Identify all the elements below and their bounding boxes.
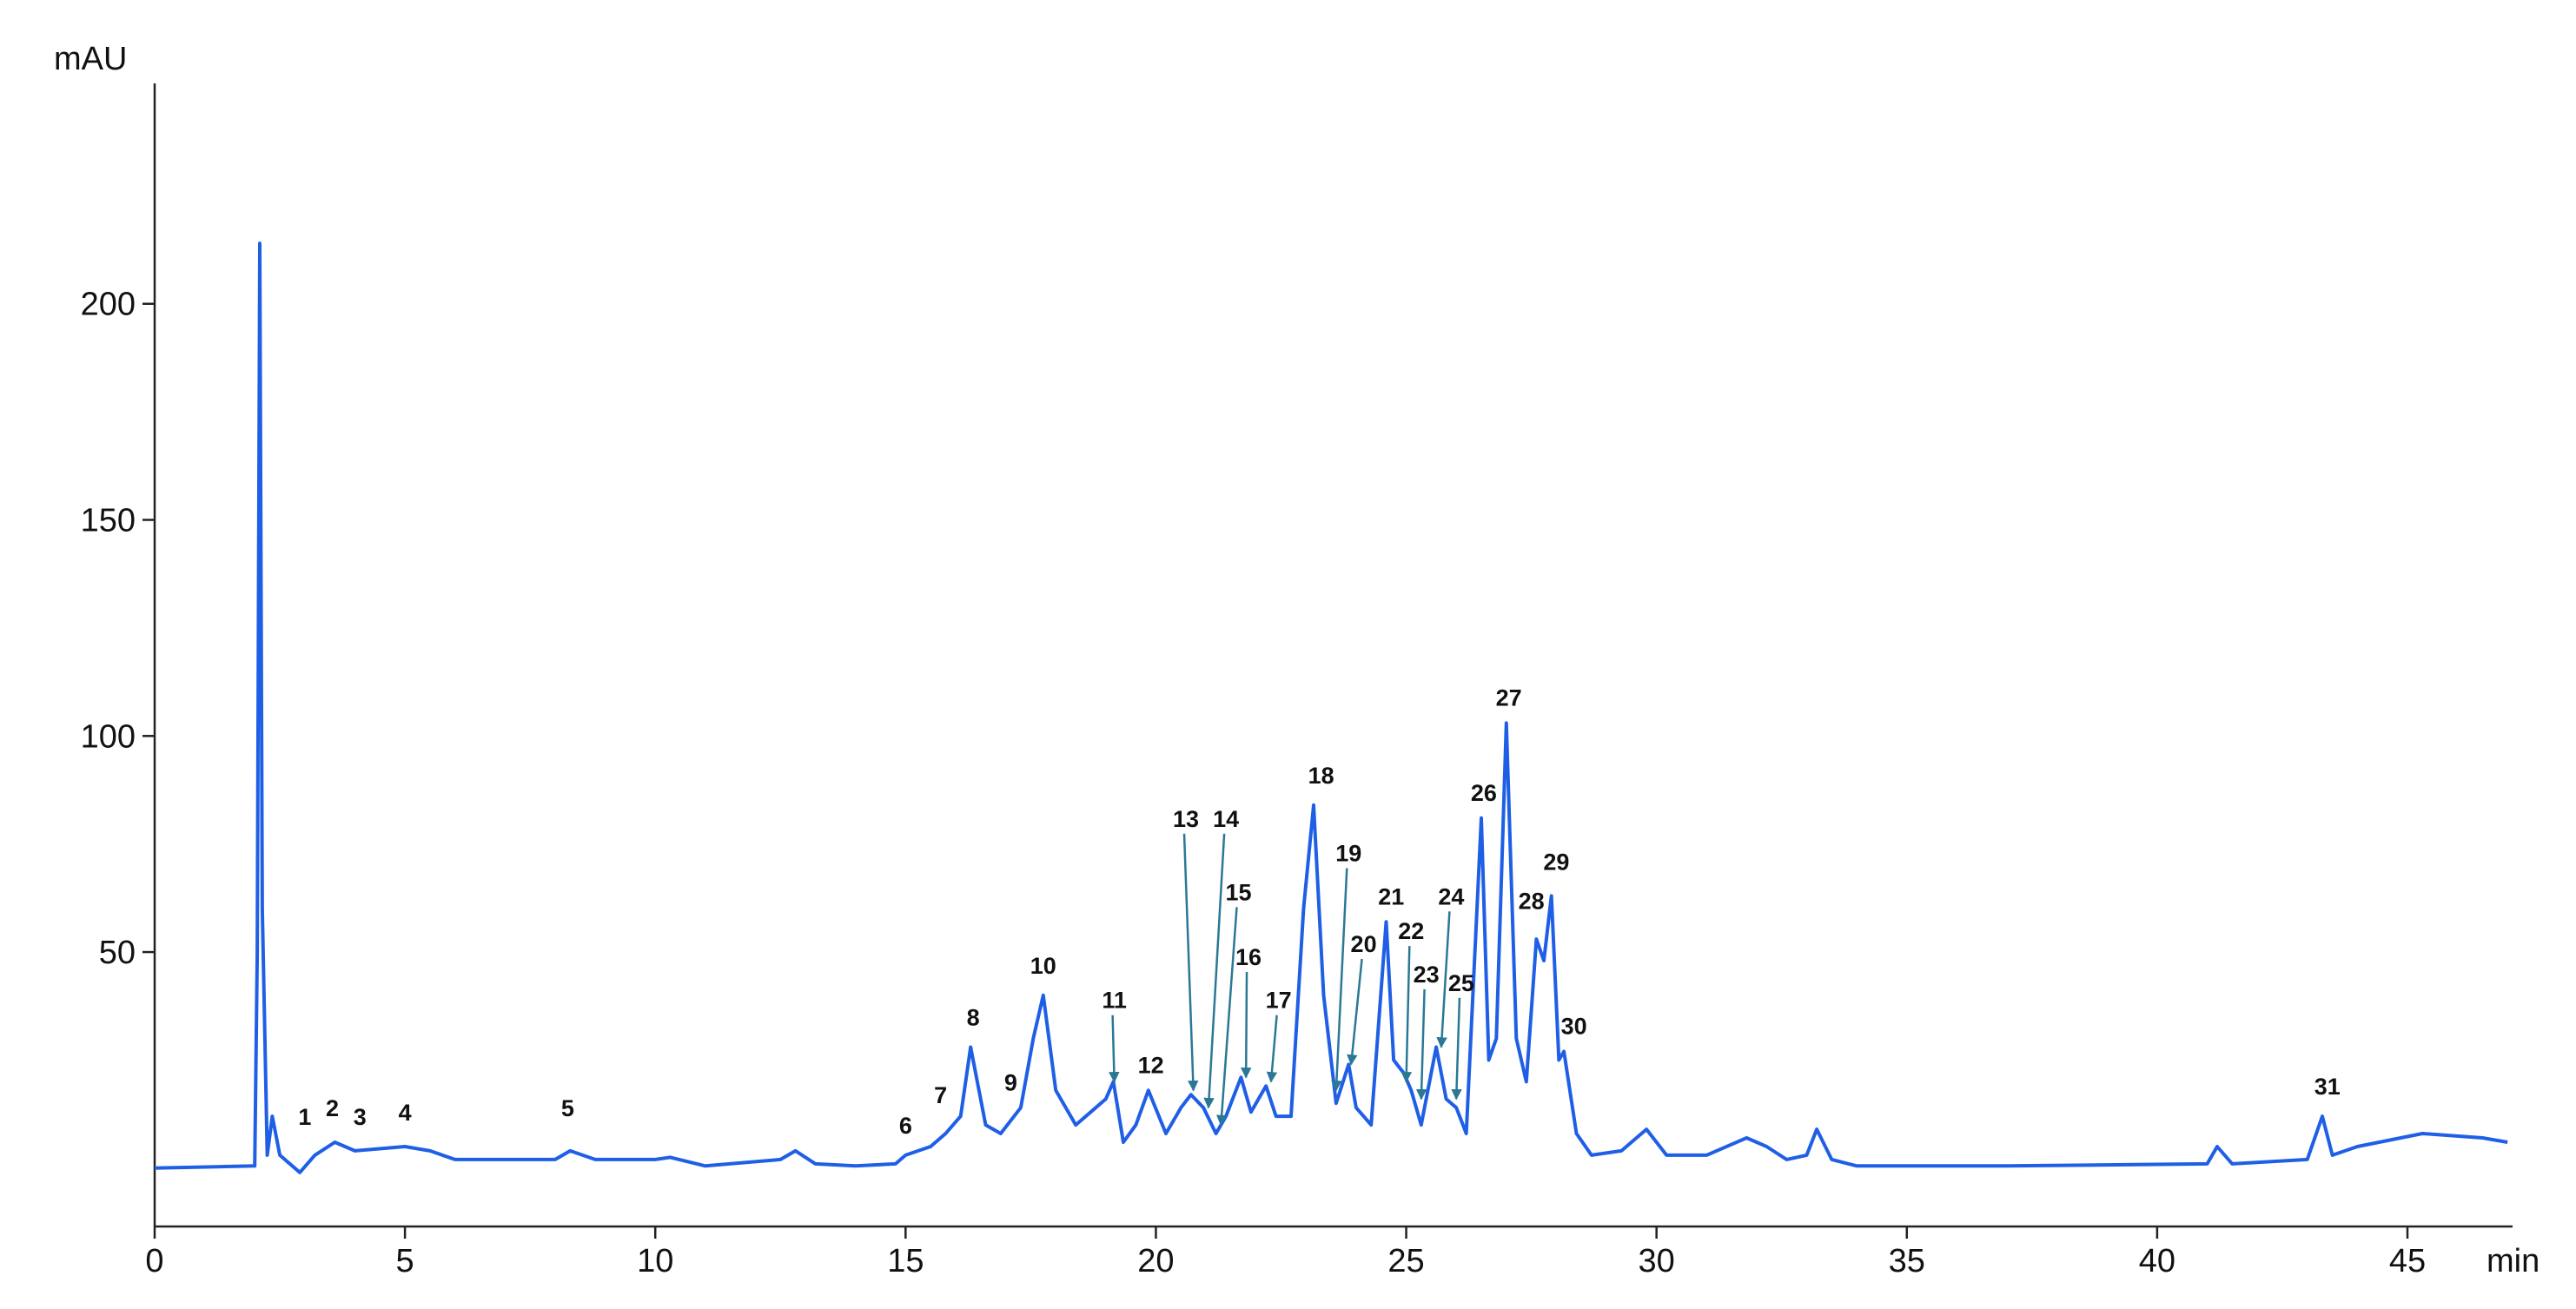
peak-label: 4	[399, 1100, 412, 1126]
y-tick-label: 200	[81, 287, 136, 323]
x-tick-label: 25	[1387, 1243, 1424, 1279]
peak-arrow	[1415, 988, 1427, 1101]
peak-label: 25	[1448, 970, 1474, 996]
x-tick-label: 15	[887, 1243, 924, 1279]
peak-label: 23	[1414, 962, 1440, 988]
x-tick-label: 40	[2139, 1243, 2175, 1279]
peak-arrow	[1451, 997, 1462, 1101]
peak-label: 19	[1335, 841, 1361, 867]
y-tick-label: 100	[81, 718, 136, 755]
peak-label: 3	[354, 1104, 367, 1130]
peak-label: 7	[934, 1082, 947, 1108]
y-tick-label: 50	[99, 935, 136, 971]
peak-arrow	[1436, 911, 1451, 1048]
peak-arrow	[1203, 833, 1226, 1109]
peak-label: 15	[1225, 879, 1251, 905]
peak-label: 21	[1378, 883, 1404, 909]
peak-label: 6	[899, 1113, 912, 1139]
peak-arrow	[1347, 958, 1363, 1066]
peak-arrow	[1215, 907, 1238, 1127]
peak-label: 2	[326, 1095, 339, 1121]
peak-arrow	[1266, 1015, 1278, 1083]
x-tick-label: 30	[1639, 1243, 1675, 1279]
peak-label: 1	[298, 1104, 311, 1130]
peak-label: 14	[1213, 806, 1239, 832]
peak-label: 10	[1030, 953, 1056, 979]
peak-label: 5	[561, 1095, 574, 1121]
peak-label: 26	[1471, 780, 1497, 806]
peak-label: 24	[1438, 883, 1464, 909]
x-tick-label: 35	[1889, 1243, 1925, 1279]
peak-arrow	[1331, 868, 1348, 1092]
peak-label: 11	[1102, 988, 1127, 1014]
peak-label: 27	[1496, 684, 1522, 711]
trace	[154, 241, 2508, 1174]
peak-label: 29	[1543, 850, 1569, 876]
peak-arrow	[1240, 971, 1252, 1079]
x-tick-label: 45	[2389, 1243, 2426, 1279]
y-tick-label: 150	[81, 503, 136, 539]
peak-label: 12	[1138, 1052, 1164, 1078]
x-tick-label: 0	[145, 1243, 163, 1279]
x-tick-label: 5	[396, 1243, 414, 1279]
peak-label: 31	[2314, 1074, 2341, 1100]
peak-label: 8	[967, 1005, 980, 1031]
peak-label: 16	[1235, 944, 1262, 970]
x-axis-label: min	[2487, 1243, 2540, 1279]
peak-arrow	[1109, 1015, 1120, 1083]
peak-label: 13	[1173, 806, 1199, 832]
x-tick-label: 20	[1137, 1243, 1174, 1279]
peak-label: 28	[1519, 888, 1545, 914]
x-tick-label: 10	[637, 1243, 673, 1279]
peak-label: 17	[1266, 988, 1292, 1014]
peak-label: 18	[1308, 763, 1334, 789]
peak-label: 22	[1398, 918, 1424, 944]
peak-label: 20	[1351, 931, 1377, 957]
peak-arrow	[1401, 946, 1413, 1083]
peak-label: 9	[1004, 1069, 1017, 1095]
peak-arrow	[1182, 833, 1199, 1092]
y-axis-label: mAU	[54, 41, 127, 77]
peak-label: 30	[1561, 1014, 1587, 1040]
